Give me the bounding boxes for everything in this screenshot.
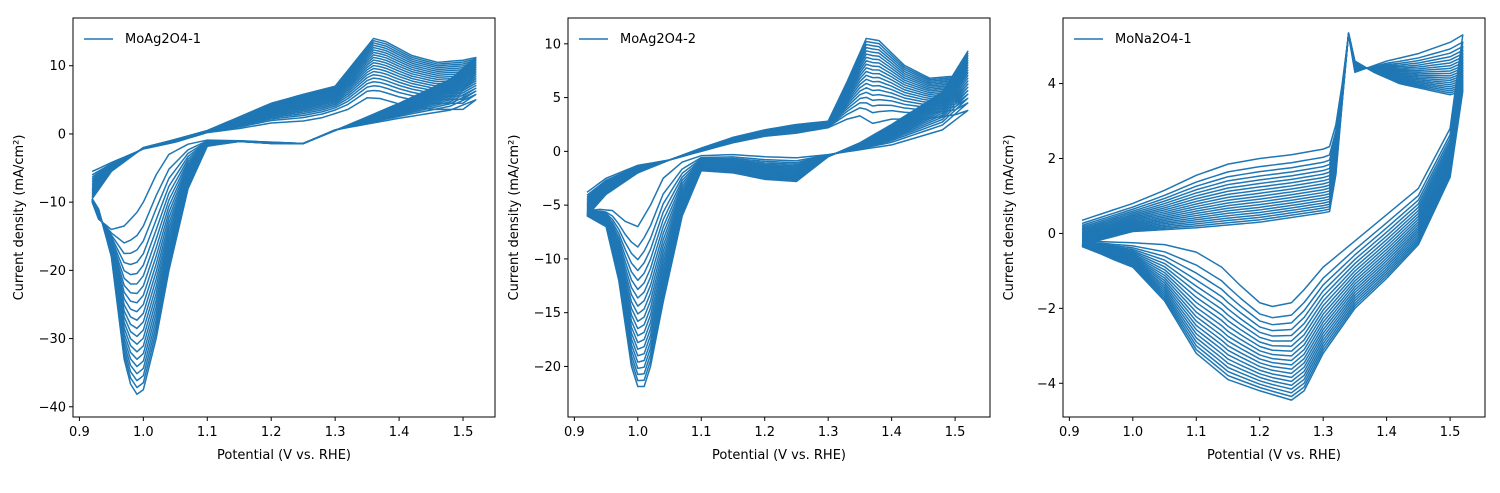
panel-2-y-axis-label: Current density (mA/cm²) [507, 135, 522, 301]
cv-cycle-8 [1081, 33, 1464, 352]
panel-1-y-axis-label: Current density (mA/cm²) [12, 135, 27, 301]
y-tick-label: −10 [534, 252, 561, 267]
panel-3-plot-area: 0.9 1.0 1.1 1.2 1.3 1.4 1.5 −4 −2 0 2 4 [1037, 17, 1486, 440]
y-tick-label: 0 [58, 127, 66, 142]
panel-2-plot-area: 0.9 1.0 1.1 1.2 1.3 1.4 1.5 −20 −15 −10 −5 0 5 10 [534, 17, 991, 440]
x-tick-label: 0.9 [1059, 425, 1080, 440]
x-tick-label: 1.5 [453, 425, 474, 440]
x-tick-label: 0.9 [564, 425, 585, 440]
y-tick-label: 0 [1048, 227, 1056, 242]
y-tick-label: −10 [39, 196, 66, 211]
cv-cycle-13 [1081, 32, 1464, 375]
panel-3-x-axis-label: Potential (V vs. RHE) [1207, 448, 1341, 463]
panel-2-axes-frame [567, 17, 991, 418]
y-tick-label: 0 [553, 145, 561, 160]
y-tick-label: −2 [1037, 302, 1056, 317]
x-tick-label: 1.0 [627, 425, 648, 440]
panel-2-cv-curves [586, 37, 969, 388]
x-tick-label: 1.5 [945, 425, 966, 440]
panel-1-legend: MoAg2O4-1 [84, 32, 201, 47]
cv-cycle-11 [1081, 32, 1464, 366]
cv-cycle-3 [1081, 33, 1464, 326]
x-tick-label: 1.4 [1376, 425, 1397, 440]
y-tick-label: −30 [39, 332, 66, 347]
panel-3-y-axis-label: Current density (mA/cm²) [1002, 135, 1017, 301]
cv-cycle-10 [1081, 33, 1464, 362]
cv-cycle-5 [1081, 33, 1464, 337]
y-tick-label: 10 [544, 37, 561, 52]
cv-cycle-20 [1081, 32, 1464, 401]
x-tick-label: 1.5 [1440, 425, 1461, 440]
x-tick-label: 1.3 [818, 425, 839, 440]
panel-1-axes-frame [72, 17, 496, 418]
y-tick-label: −20 [534, 360, 561, 375]
panel-1-x-axis-label: Potential (V vs. RHE) [217, 448, 351, 463]
panel-3-cv-curves [1081, 32, 1464, 401]
panel-1-cv-curves [91, 37, 477, 396]
panel-2-x-axis-label: Potential (V vs. RHE) [712, 448, 846, 463]
cv-cycle-15 [1081, 32, 1464, 383]
y-tick-label: −15 [534, 306, 561, 321]
y-tick-label: 5 [553, 91, 561, 106]
x-tick-label: 1.3 [325, 425, 346, 440]
x-tick-label: 1.3 [1313, 425, 1334, 440]
cv-cycle-2 [1081, 33, 1464, 319]
cv-cycle-20 [586, 37, 969, 388]
cv-cycle-20 [91, 37, 477, 396]
panel-3-axes-frame [1062, 17, 1486, 418]
x-tick-label: 0.9 [69, 425, 90, 440]
y-tick-label: −20 [39, 264, 66, 279]
x-tick-label: 1.1 [1186, 425, 1207, 440]
y-tick-label: −5 [542, 199, 561, 214]
cv-cycle-19 [1081, 32, 1464, 398]
y-tick-label: 2 [1048, 152, 1056, 167]
x-tick-label: 1.2 [1249, 425, 1270, 440]
y-tick-label: 4 [1048, 77, 1056, 92]
y-tick-label: 10 [49, 59, 66, 74]
x-tick-label: 1.0 [133, 425, 154, 440]
y-tick-label: −40 [39, 400, 66, 415]
cv-cycle-9 [1081, 33, 1464, 357]
cv-cycle-16 [1081, 32, 1464, 387]
x-tick-label: 1.1 [197, 425, 218, 440]
cv-cycle-6 [1081, 33, 1464, 342]
x-tick-label: 1.4 [881, 425, 902, 440]
y-tick-label: −4 [1037, 377, 1056, 392]
x-tick-label: 1.4 [389, 425, 410, 440]
x-tick-label: 1.0 [1122, 425, 1143, 440]
x-tick-label: 1.2 [754, 425, 775, 440]
panel-2: 0.9 1.0 1.1 1.2 1.3 1.4 1.5 −20 −15 −10 −5 0 5 10 MoA… [507, 17, 991, 463]
panel-2-legend-label: MoAg2O4-2 [620, 32, 696, 47]
panel-1-legend-label: MoAg2O4-1 [125, 32, 201, 47]
cv-cycle-17 [1081, 32, 1464, 390]
cv-cycle-14 [1081, 32, 1464, 379]
x-tick-label: 1.1 [691, 425, 712, 440]
panel-1-plot-area: 0.9 1.0 1.1 1.2 1.3 1.4 1.5 −40 −30 −20 −10 0 10 [39, 17, 496, 440]
cv-cycle-1 [1081, 34, 1464, 308]
panel-3-legend-label: MoNa2O4-1 [1115, 32, 1192, 47]
panel-3: 0.9 1.0 1.1 1.2 1.3 1.4 1.5 −4 −2 0 2 4 MoNa2O4-1 P… [1002, 17, 1486, 463]
cv-cycle-4 [1081, 33, 1464, 332]
panel-3-legend: MoNa2O4-1 [1074, 32, 1192, 47]
panel-2-legend: MoAg2O4-2 [579, 32, 696, 47]
cv-cycle-18 [1081, 32, 1464, 394]
cv-cycle-12 [1081, 32, 1464, 370]
cv-cycle-7 [1081, 33, 1464, 347]
panel-1: 0.9 1.0 1.1 1.2 1.3 1.4 1.5 −40 −30 −20 −10 0 10 MoA… [12, 17, 496, 463]
x-tick-label: 1.2 [261, 425, 282, 440]
